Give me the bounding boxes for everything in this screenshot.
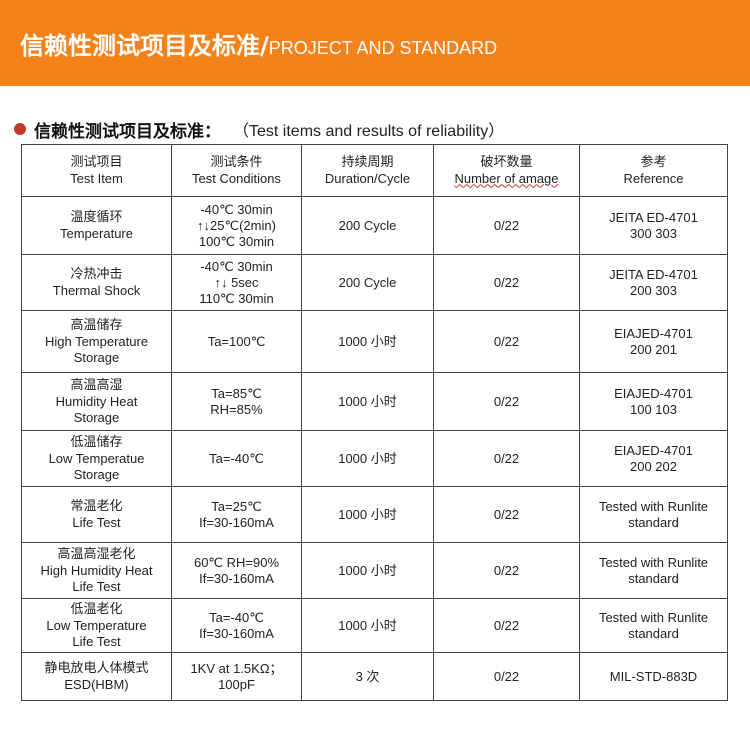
cell-duration: 3 次	[301, 652, 434, 701]
section-title-en: （Test items and results of reliability）	[233, 123, 505, 140]
cell-duration: 1000 小时	[301, 310, 434, 373]
header-test-item: 测试项目 Test Item	[21, 144, 172, 197]
cell-reference: Tested with Runlite standard	[579, 598, 728, 653]
cell-reference: JEITA ED-4701 200 303	[579, 254, 728, 311]
cell-duration: 1000 小时	[301, 486, 434, 543]
cell-reference: Tested with Runlite standard	[579, 542, 728, 599]
cell-reference: JEITA ED-4701 300 303	[579, 196, 728, 255]
cell-test-item: 冷热冲击 Thermal Shock	[21, 254, 172, 311]
bullet-icon	[14, 123, 26, 135]
cell-duration: 1000 小时	[301, 598, 434, 653]
banner-title-cn: 信赖性测试项目及标准/	[20, 32, 269, 60]
header-reference: 参考 Reference	[579, 144, 728, 197]
table-row: 低温储存 Low Temperatue Storage Ta=-40℃ 1000 小时 0…	[21, 430, 728, 487]
cell-test-conditions: Ta=-40℃ If=30-160mA	[171, 598, 302, 653]
table-row: 静电放电人体模式 ESD(HBM) 1KV at 1.5KΩ； 100pF 3 次 0/2…	[21, 652, 728, 701]
cell-test-item: 高温高湿老化 High Humidity Heat Life Test	[21, 542, 172, 599]
reliability-table: 测试项目 Test Item 测试条件 Test Conditions 持续周期 Du…	[21, 144, 728, 701]
cell-damage: 0/22	[433, 310, 580, 373]
table-row: 低温老化 Low Temperature Life Test Ta=-40℃ If=30…	[21, 598, 728, 653]
cell-reference: EIAJED-4701 200 202	[579, 430, 728, 487]
cell-duration: 1000 小时	[301, 430, 434, 487]
table-row: 高温高湿老化 High Humidity Heat Life Test 60℃ RH=…	[21, 542, 728, 599]
table-row: 冷热冲击 Thermal Shock -40℃ 30min ↑↓ 5sec 110℃ 3…	[21, 254, 728, 311]
banner-title-en: PROJECT AND STANDARD	[268, 38, 498, 58]
table-header-row: 测试项目 Test Item 测试条件 Test Conditions 持续周期 Du…	[21, 144, 728, 197]
cell-test-item: 高温高湿 Humidity Heat Storage	[21, 372, 172, 431]
cell-test-item: 常温老化 Life Test	[21, 486, 172, 543]
cell-test-conditions: 60℃ RH=90% If=30-160mA	[171, 542, 302, 599]
cell-test-conditions: -40℃ 30min ↑↓ 5sec 110℃ 30min	[171, 254, 302, 311]
cell-test-item: 低温储存 Low Temperatue Storage	[21, 430, 172, 487]
cell-damage: 0/22	[433, 254, 580, 311]
cell-test-conditions: Ta=-40℃	[171, 430, 302, 487]
cell-test-conditions: 1KV at 1.5KΩ； 100pF	[171, 652, 302, 701]
cell-duration: 1000 小时	[301, 372, 434, 431]
cell-damage: 0/22	[433, 598, 580, 653]
table-row: 高温储存 High Temperature Storage Ta=100℃ 1000 小…	[21, 310, 728, 373]
cell-test-conditions: -40℃ 30min ↑↓25℃(2min) 100℃ 30min	[171, 196, 302, 255]
cell-test-item: 低温老化 Low Temperature Life Test	[21, 598, 172, 653]
header-duration: 持续周期 Duration/Cycle	[301, 144, 434, 197]
cell-test-item: 温度循环 Temperature	[21, 196, 172, 255]
cell-damage: 0/22	[433, 430, 580, 487]
cell-damage: 0/22	[433, 652, 580, 701]
section-heading: 信赖性测试项目及标准： （Test items and results of r…	[14, 118, 505, 142]
cell-reference: EIAJED-4701 200 201	[579, 310, 728, 373]
cell-test-conditions: Ta=25℃ If=30-160mA	[171, 486, 302, 543]
cell-damage: 0/22	[433, 196, 580, 255]
cell-reference: Tested with Runlite standard	[579, 486, 728, 543]
banner-title: 信赖性测试项目及标准/PROJECT AND STANDARD	[20, 26, 497, 61]
cell-reference: EIAJED-4701 100 103	[579, 372, 728, 431]
cell-duration: 1000 小时	[301, 542, 434, 599]
cell-damage: 0/22	[433, 486, 580, 543]
cell-test-conditions: Ta=85℃ RH=85%	[171, 372, 302, 431]
cell-reference: MIL-STD-883D	[579, 652, 728, 701]
cell-test-conditions: Ta=100℃	[171, 310, 302, 373]
header-damage: 破坏数量 Number of amage	[433, 144, 580, 197]
table-row: 高温高湿 Humidity Heat Storage Ta=85℃ RH=85% 1000…	[21, 372, 728, 431]
cell-duration: 200 Cycle	[301, 196, 434, 255]
cell-test-item: 高温储存 High Temperature Storage	[21, 310, 172, 373]
table-row: 常温老化 Life Test Ta=25℃ If=30-160mA 1000 小时 0/2…	[21, 486, 728, 543]
section-title-cn: 信赖性测试项目及标准：	[34, 121, 221, 142]
cell-test-item: 静电放电人体模式 ESD(HBM)	[21, 652, 172, 701]
cell-duration: 200 Cycle	[301, 254, 434, 311]
table-row: 温度循环 Temperature -40℃ 30min ↑↓25℃(2min) 100℃…	[21, 196, 728, 255]
header-banner: 信赖性测试项目及标准/PROJECT AND STANDARD	[0, 0, 750, 86]
header-test-conditions: 测试条件 Test Conditions	[171, 144, 302, 197]
cell-damage: 0/22	[433, 372, 580, 431]
cell-damage: 0/22	[433, 542, 580, 599]
